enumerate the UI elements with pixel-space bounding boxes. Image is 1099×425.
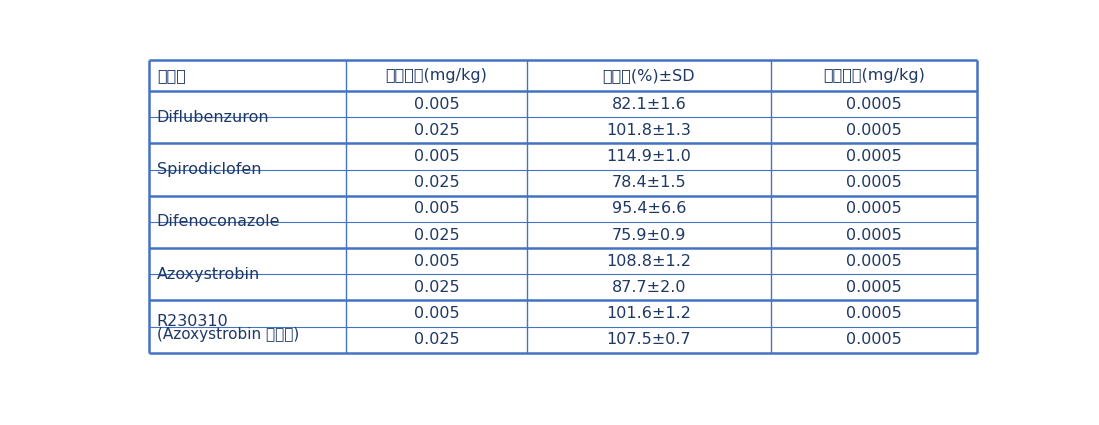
Text: 0.0005: 0.0005 (846, 332, 902, 347)
Text: 0.025: 0.025 (413, 123, 459, 138)
Text: 첨가농도(mg/kg): 첨가농도(mg/kg) (386, 68, 488, 83)
Text: 0.0005: 0.0005 (846, 149, 902, 164)
Text: 114.9±1.0: 114.9±1.0 (607, 149, 691, 164)
Text: 0.025: 0.025 (413, 175, 459, 190)
Text: 78.4±1.5: 78.4±1.5 (612, 175, 686, 190)
Text: Diflubenzuron: Diflubenzuron (157, 110, 269, 125)
Text: 0.005: 0.005 (413, 254, 459, 269)
Text: 101.6±1.2: 101.6±1.2 (607, 306, 691, 321)
Text: 108.8±1.2: 108.8±1.2 (607, 254, 691, 269)
Text: 0.0005: 0.0005 (846, 254, 902, 269)
Text: 101.8±1.3: 101.8±1.3 (607, 123, 691, 138)
Text: (Azoxystrobin 대사체): (Azoxystrobin 대사체) (157, 327, 299, 342)
Text: 87.7±2.0: 87.7±2.0 (612, 280, 686, 295)
Text: 0.005: 0.005 (413, 306, 459, 321)
Text: 0.005: 0.005 (413, 149, 459, 164)
Text: 성분명: 성분명 (157, 68, 186, 83)
Text: 0.0005: 0.0005 (846, 123, 902, 138)
Text: 0.0005: 0.0005 (846, 280, 902, 295)
Text: 0.025: 0.025 (413, 280, 459, 295)
Text: 0.025: 0.025 (413, 332, 459, 347)
Text: 107.5±0.7: 107.5±0.7 (607, 332, 691, 347)
Text: R230310: R230310 (157, 314, 229, 329)
Text: 0.0005: 0.0005 (846, 175, 902, 190)
Text: 회수율(%)±SD: 회수율(%)±SD (602, 68, 696, 83)
Text: 0.005: 0.005 (413, 201, 459, 216)
Text: 0.0005: 0.0005 (846, 201, 902, 216)
Text: 검출한계(mg/kg): 검출한계(mg/kg) (823, 68, 925, 83)
Text: 95.4±6.6: 95.4±6.6 (612, 201, 686, 216)
Text: 0.0005: 0.0005 (846, 306, 902, 321)
Text: Azoxystrobin: Azoxystrobin (157, 267, 260, 282)
Text: 0.025: 0.025 (413, 227, 459, 243)
Text: 75.9±0.9: 75.9±0.9 (612, 227, 686, 243)
Text: Spirodiclofen: Spirodiclofen (157, 162, 262, 177)
Text: 0.0005: 0.0005 (846, 227, 902, 243)
Text: 82.1±1.6: 82.1±1.6 (612, 96, 687, 112)
Text: 0.005: 0.005 (413, 96, 459, 112)
Text: Difenoconazole: Difenoconazole (157, 215, 280, 230)
Text: 0.0005: 0.0005 (846, 96, 902, 112)
